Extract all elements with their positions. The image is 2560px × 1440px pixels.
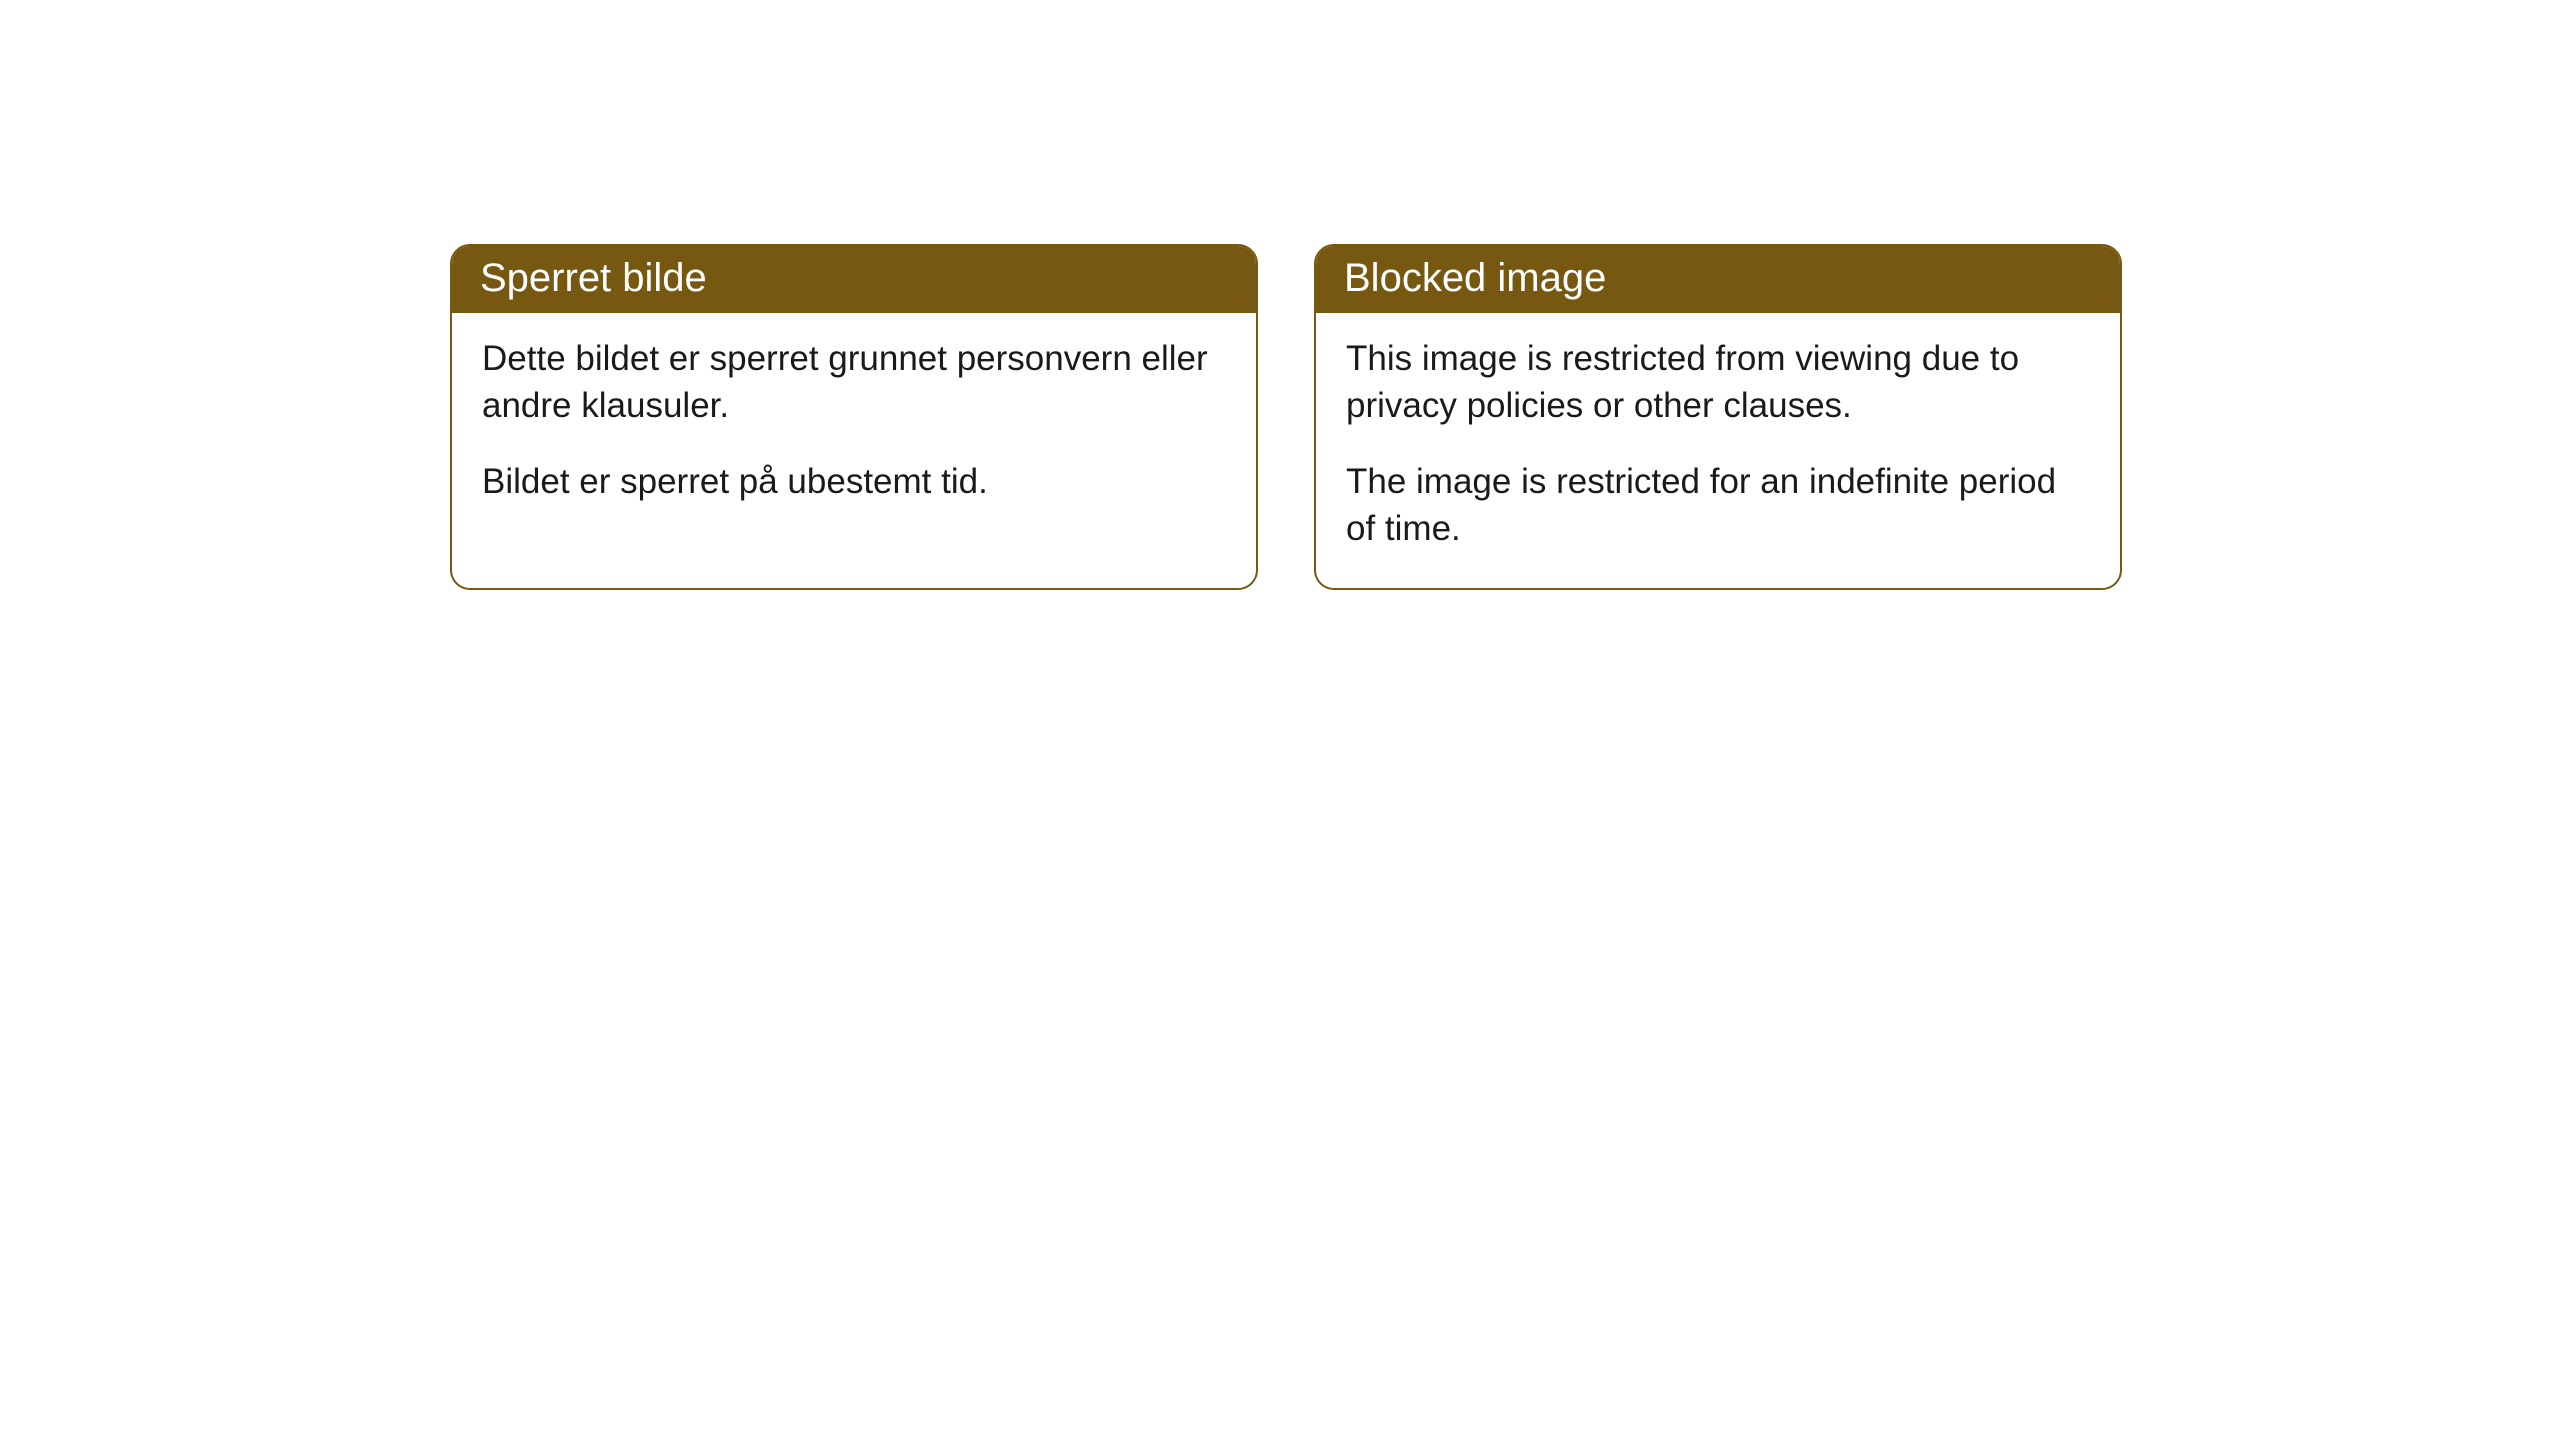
card-body: This image is restricted from viewing du… (1316, 313, 2120, 588)
notice-cards-container: Sperret bilde Dette bildet er sperret gr… (0, 0, 2560, 590)
blocked-image-card-no: Sperret bilde Dette bildet er sperret gr… (450, 244, 1258, 590)
card-title: Sperret bilde (452, 246, 1256, 313)
card-paragraph: Dette bildet er sperret grunnet personve… (482, 335, 1226, 430)
card-paragraph: Bildet er sperret på ubestemt tid. (482, 458, 1226, 505)
card-body: Dette bildet er sperret grunnet personve… (452, 313, 1256, 541)
blocked-image-card-en: Blocked image This image is restricted f… (1314, 244, 2122, 590)
card-paragraph: The image is restricted for an indefinit… (1346, 458, 2090, 553)
card-paragraph: This image is restricted from viewing du… (1346, 335, 2090, 430)
card-title: Blocked image (1316, 246, 2120, 313)
